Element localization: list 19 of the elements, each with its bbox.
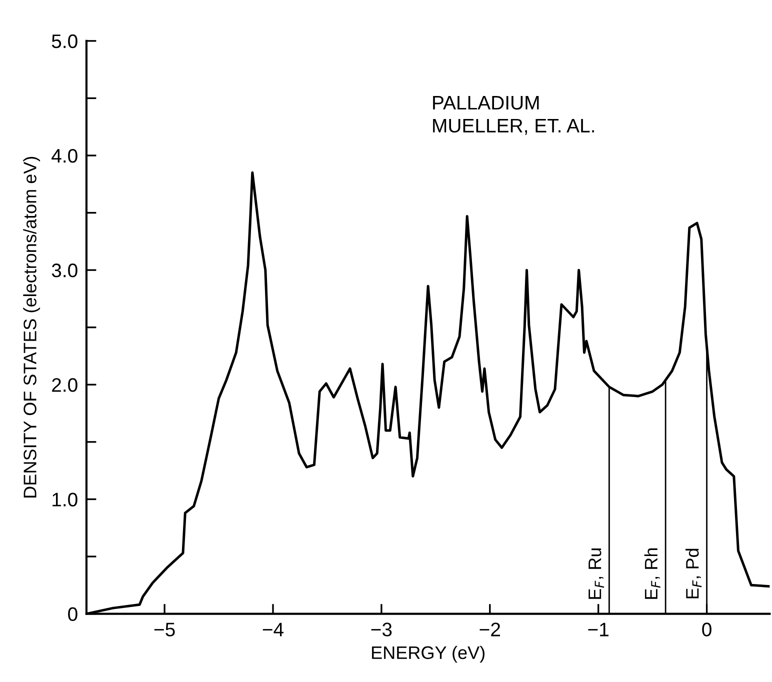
- y-tick-label: 2.0: [52, 378, 78, 392]
- x-axis-title: ENERGY (eV): [372, 646, 484, 663]
- x-tick-label: −5: [154, 622, 175, 636]
- ref-line-label: E$_{F}$, Rh: [644, 548, 660, 599]
- x-tick-label: −2: [480, 622, 500, 636]
- y-tick-label: 4.0: [52, 148, 78, 163]
- y-tick-label: 1.0: [52, 492, 78, 506]
- annotation: MUELLER, ET. AL.: [433, 118, 594, 135]
- x-tick-label: 0: [702, 622, 712, 636]
- y-axis-title: DENSITY OF STATES (electrons/atom eV): [23, 156, 40, 498]
- x-tick-label: −4: [262, 622, 284, 636]
- y-tick-label: 5.0: [52, 34, 78, 48]
- x-tick-label: −1: [588, 622, 608, 636]
- ref-line-label: E$_{F}$, Pd: [686, 548, 702, 598]
- x-tick-label: −3: [371, 622, 392, 636]
- y-tick-label: 0: [68, 607, 78, 622]
- annotation: PALLADIUM: [433, 96, 539, 110]
- ref-line-label: E$_{F}$, Ru: [588, 548, 604, 599]
- y-tick-label: 3.0: [52, 264, 78, 278]
